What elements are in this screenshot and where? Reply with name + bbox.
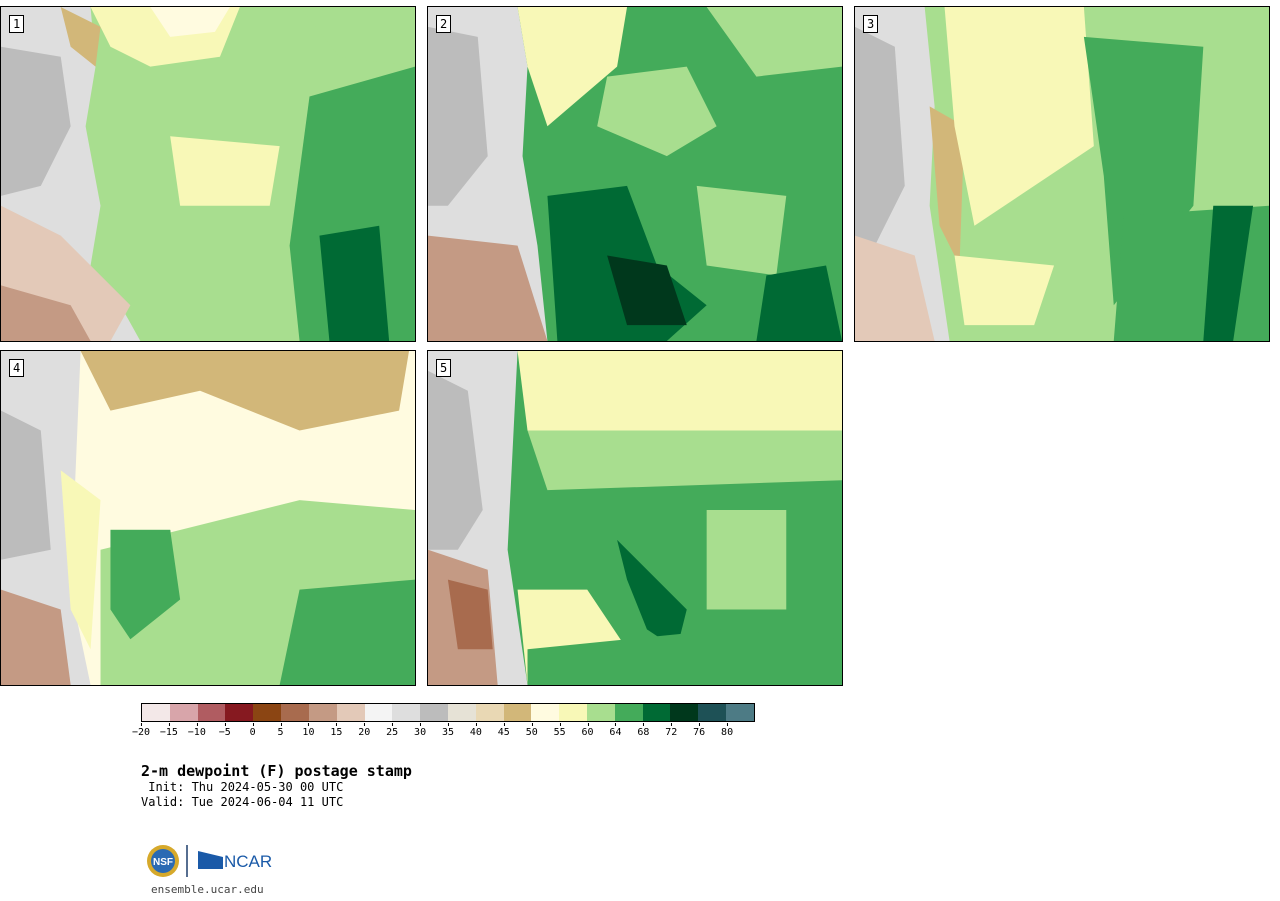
colorbar-swatch bbox=[225, 704, 254, 721]
colorbar-swatch bbox=[642, 704, 671, 721]
panel-number: 3 bbox=[863, 15, 879, 33]
colorbar-tick-label: 45 bbox=[497, 723, 510, 738]
colorbar-swatch bbox=[447, 704, 476, 721]
nsf-logo-text: NSF bbox=[153, 857, 173, 868]
stamp-panel-3: 3 bbox=[854, 6, 1270, 342]
colorbar-tick-label: −5 bbox=[218, 723, 231, 738]
dewpoint-colorbar bbox=[141, 703, 755, 722]
colorbar-tick-label: 0 bbox=[249, 723, 256, 738]
colorbar-swatch bbox=[197, 704, 226, 721]
logo-graphic: NSF NCAR bbox=[147, 845, 272, 877]
colorbar-swatch bbox=[364, 704, 393, 721]
colorbar-swatch bbox=[670, 704, 699, 721]
dewpoint-map-5 bbox=[428, 351, 842, 685]
colorbar-ticks: −20 −15 −10 −5 0 5 10 15 20 25 30 35 40 45 50 55 60 64 68 7… bbox=[132, 723, 755, 740]
colorbar-swatch bbox=[253, 704, 282, 721]
dewpoint-map-2 bbox=[428, 7, 842, 341]
colorbar-tick-label: −15 bbox=[159, 723, 178, 738]
valid-time: Valid: Tue 2024-06-04 11 UTC bbox=[141, 795, 344, 809]
colorbar-tick-label: −20 bbox=[131, 723, 151, 738]
colorbar-tick-label: 50 bbox=[525, 723, 538, 738]
colorbar-tick-label: 80 bbox=[721, 723, 734, 738]
plot-title: 2-m dewpoint (F) postage stamp bbox=[141, 762, 412, 780]
colorbar-swatch bbox=[503, 704, 532, 721]
colorbar-swatch bbox=[531, 704, 560, 721]
colorbar-swatch bbox=[169, 704, 198, 721]
ncar-logo-text: NCAR bbox=[224, 852, 272, 871]
panel-number: 4 bbox=[9, 359, 25, 377]
colorbar-swatch bbox=[726, 704, 754, 721]
colorbar-swatch bbox=[475, 704, 504, 721]
ncar-wave-icon bbox=[198, 851, 223, 869]
colorbar-swatch bbox=[587, 704, 615, 721]
colorbar-tick-label: 25 bbox=[386, 723, 399, 738]
dewpoint-map-3 bbox=[855, 7, 1269, 341]
site-url: ensemble.ucar.edu bbox=[151, 883, 264, 896]
colorbar-swatch bbox=[142, 704, 170, 721]
nsf-ncar-logos: NSF NCAR bbox=[145, 843, 275, 879]
stamp-panel-2: 2 bbox=[427, 6, 843, 342]
stamp-panel-5: 5 bbox=[427, 350, 843, 686]
colorbar-tick-label: 15 bbox=[330, 723, 343, 738]
dewpoint-map-4 bbox=[1, 351, 415, 685]
colorbar-tick-label: 30 bbox=[414, 723, 427, 738]
panel-number: 5 bbox=[436, 359, 452, 377]
colorbar-swatch bbox=[614, 704, 643, 721]
nsf-seal-globe bbox=[151, 849, 175, 873]
colorbar-tick-label: 35 bbox=[441, 723, 455, 738]
colorbar-tick-label: 5 bbox=[277, 723, 284, 738]
colorbar-swatch bbox=[336, 704, 365, 721]
colorbar-tick-label: 40 bbox=[469, 723, 482, 738]
colorbar-swatch bbox=[281, 704, 309, 721]
panel-number: 2 bbox=[436, 15, 452, 33]
dewpoint-map-1 bbox=[1, 7, 415, 341]
panel-number: 1 bbox=[9, 15, 25, 33]
colorbar-tick-label: 72 bbox=[665, 723, 678, 738]
colorbar-tick-label: 68 bbox=[637, 723, 650, 738]
colorbar-tick-label: 10 bbox=[302, 723, 315, 738]
colorbar-tick-label: −10 bbox=[187, 723, 206, 738]
colorbar-swatch bbox=[308, 704, 337, 721]
colorbar-swatch bbox=[420, 704, 448, 721]
colorbar-swatch bbox=[559, 704, 587, 721]
stamp-panel-1: 1 bbox=[0, 6, 416, 342]
colorbar-tick-label: 76 bbox=[693, 723, 706, 738]
colorbar-tick-label: 64 bbox=[609, 723, 622, 738]
colorbar-tick-label: 20 bbox=[358, 723, 371, 738]
init-time: Init: Thu 2024-05-30 00 UTC bbox=[141, 780, 344, 794]
colorbar-tick-label: 55 bbox=[553, 723, 566, 738]
colorbar-swatch bbox=[392, 704, 421, 721]
colorbar-tick-label: 60 bbox=[581, 723, 594, 738]
colorbar-swatch bbox=[698, 704, 727, 721]
stamp-panel-4: 4 bbox=[0, 350, 416, 686]
